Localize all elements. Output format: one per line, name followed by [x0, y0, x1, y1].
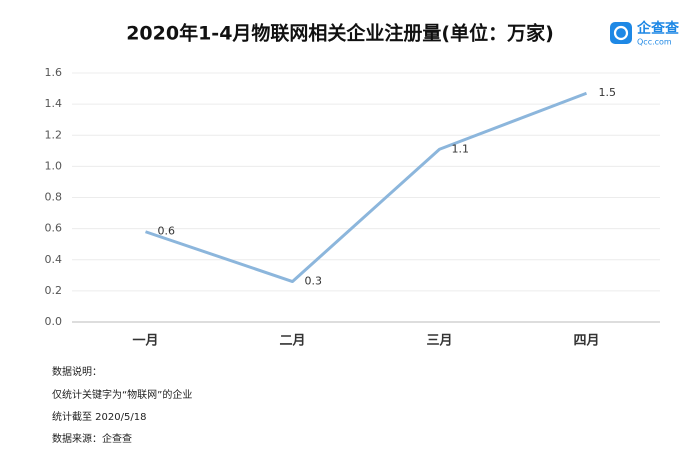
note: 统计截至 2020/5/18	[52, 410, 146, 423]
x-tick-label: 一月	[132, 334, 158, 349]
data-label: 1.5	[599, 86, 617, 99]
logo: 企查查 Qcc.com	[610, 20, 680, 47]
y-tick-label: 0.4	[45, 253, 63, 266]
y-tick-label: 0.2	[45, 284, 63, 297]
note: 数据来源：企查查	[52, 432, 132, 445]
data-label: 1.1	[452, 142, 470, 155]
y-tick-label: 1.4	[45, 97, 63, 110]
data-label: 0.6	[158, 225, 176, 238]
y-tick-label: 1.2	[45, 128, 63, 141]
logo-icon	[610, 22, 632, 44]
y-tick-label: 0.6	[45, 222, 63, 235]
y-tick-label: 1.0	[45, 159, 63, 172]
logo-icon-ring	[613, 25, 629, 41]
x-tick-label: 四月	[573, 334, 599, 349]
logo-name: 企查查	[636, 20, 680, 37]
y-tick-label: 0.8	[45, 191, 63, 204]
note: 仅统计关键字为“物联网”的企业	[52, 388, 192, 401]
data-line	[145, 91, 588, 284]
y-tick-label: 1.6	[45, 66, 63, 79]
x-tick-label: 二月	[279, 334, 305, 349]
x-tick-label: 三月	[426, 334, 452, 349]
logo-site: Qcc.com	[637, 38, 672, 47]
y-tick-label: 0.0	[45, 315, 63, 328]
data-label: 0.3	[305, 275, 323, 288]
chart-title: 2020年1-4月物联网相关企业注册量(单位：万家)	[126, 22, 554, 45]
note: 数据说明：	[52, 365, 102, 378]
